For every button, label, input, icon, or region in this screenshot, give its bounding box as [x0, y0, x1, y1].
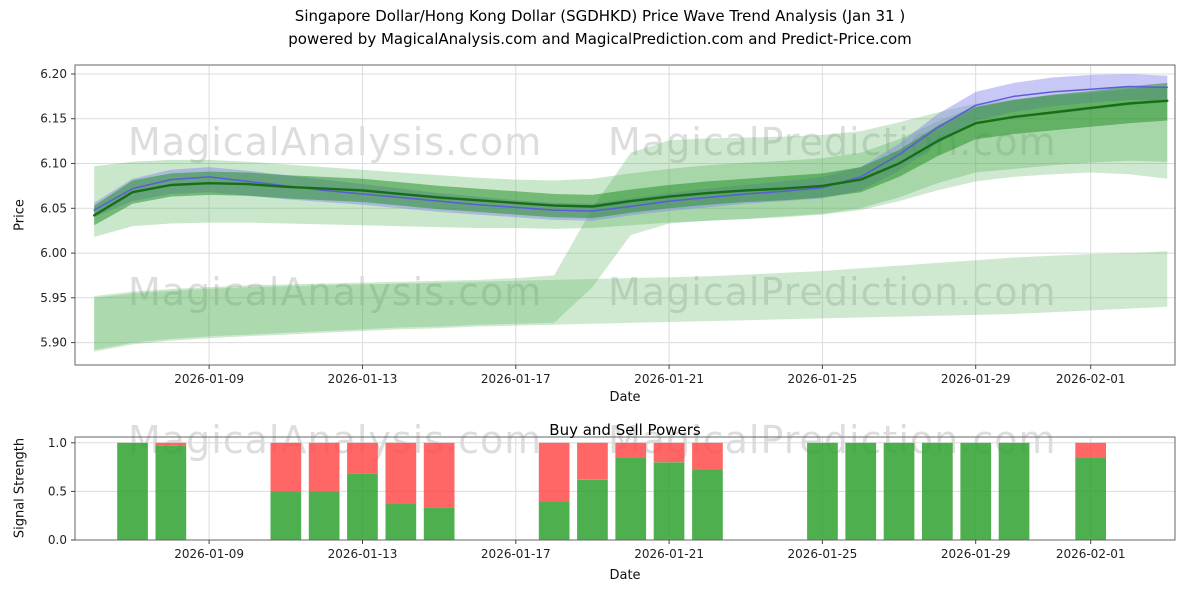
median-trend-line — [93, 99, 1169, 217]
y-tick-label: 1.0 — [48, 436, 67, 450]
buy-power-bar — [423, 507, 455, 540]
x-tick-label: 2026-01-09 — [174, 372, 244, 386]
x-tick-label: 2026-01-17 — [481, 547, 551, 561]
y-tick-label: 6.15 — [40, 112, 67, 126]
sell-power-bar — [615, 442, 647, 458]
x-tick-label: 2026-01-13 — [328, 372, 398, 386]
x-tick-label: 2026-02-01 — [1056, 372, 1126, 386]
buy-power-bar — [308, 491, 340, 540]
x-tick-label: 2026-01-29 — [941, 372, 1011, 386]
x-tick-label: 2026-01-09 — [174, 547, 244, 561]
sell-power-bar — [692, 442, 723, 469]
y-tick-label: 5.90 — [40, 336, 67, 350]
power-y-axis-label: Signal Strength — [12, 437, 28, 539]
figure-title: Singapore Dollar/Hong Kong Dollar (SGDHK… — [294, 7, 906, 25]
sell-power-bar — [653, 442, 685, 463]
price-chart: 2026-01-09 2026-01-13 2026-01-17 2026-01-21… — [40, 64, 1176, 386]
x-tick-label: 2026-01-21 — [634, 547, 704, 561]
y-tick-label: 0.0 — [48, 533, 67, 547]
y-tick-label: 5.95 — [40, 291, 67, 305]
buy-power-bar — [1075, 457, 1106, 540]
x-tick-label: 2026-01-17 — [481, 372, 551, 386]
buy-power-bar — [692, 469, 723, 540]
buy-power-bar — [385, 503, 417, 540]
buy-power-bar — [117, 442, 148, 540]
blue-trend-line — [93, 85, 1169, 212]
buy-power-bar — [653, 462, 685, 540]
buy-power-bar — [155, 445, 187, 540]
sell-power-bar — [308, 442, 340, 492]
y-tick-label: 6.20 — [40, 67, 67, 81]
y-tick-label: 0.5 — [48, 484, 67, 498]
sell-power-bar — [385, 442, 417, 503]
sell-power-bar — [423, 442, 455, 508]
buy-power-bar — [845, 442, 877, 540]
y-tick-label: 6.05 — [40, 201, 67, 215]
lower-forecast-band — [94, 251, 1168, 352]
buy-power-bar — [922, 442, 953, 540]
x-tick-label: 2026-01-25 — [788, 547, 858, 561]
x-tick-label: 2026-01-29 — [941, 547, 1011, 561]
y-tick-label: 6.00 — [40, 246, 67, 260]
y-tick-label: 6.10 — [40, 157, 67, 171]
sell-power-bar — [577, 442, 608, 480]
x-tick-label: 2026-02-01 — [1056, 547, 1126, 561]
x-tick-label: 2026-01-25 — [788, 372, 858, 386]
buy-power-bar — [883, 442, 915, 540]
buy-power-bar — [960, 442, 992, 540]
buy-power-bar — [270, 491, 302, 540]
power-x-axis-label: Date — [609, 568, 641, 583]
x-tick-label: 2026-01-21 — [634, 372, 704, 386]
sell-power-bar — [538, 442, 570, 502]
sell-power-bar — [270, 442, 302, 492]
sell-power-bar — [347, 442, 378, 474]
power-chart-title: Buy and Sell Powers — [549, 421, 701, 439]
price-x-axis-label: Date — [609, 390, 641, 405]
buy-power-bar — [807, 442, 838, 540]
plot-border — [74, 64, 1176, 366]
sell-power-bar — [155, 442, 187, 446]
sell-power-bar — [1075, 442, 1106, 458]
price-y-axis-label: Price — [12, 199, 28, 231]
x-tick-label: 2026-01-13 — [328, 547, 398, 561]
buy-power-bar — [577, 479, 608, 540]
buy-power-bar — [615, 457, 647, 540]
buy-power-bar — [347, 473, 378, 540]
plot-border — [74, 436, 1176, 541]
buy-power-bar — [998, 442, 1030, 540]
buy-sell-power-chart: 2026-01-09 2026-01-13 2026-01-17 2026-01-21… — [48, 436, 1176, 561]
figure-subtitle: powered by MagicalAnalysis.com and Magic… — [288, 30, 912, 48]
buy-power-bar — [538, 501, 570, 540]
